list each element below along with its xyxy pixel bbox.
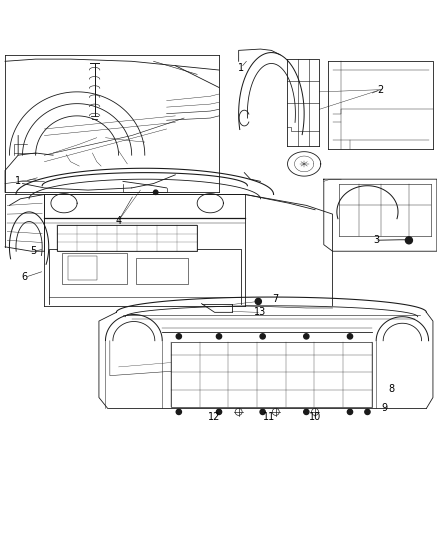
Text: 10: 10 xyxy=(309,412,321,422)
Circle shape xyxy=(365,409,370,415)
Text: 8: 8 xyxy=(389,384,395,394)
Circle shape xyxy=(255,298,261,304)
Text: 13: 13 xyxy=(254,308,267,317)
Bar xyxy=(57,225,197,251)
Circle shape xyxy=(347,334,353,339)
Circle shape xyxy=(260,334,265,339)
Text: 3: 3 xyxy=(373,235,379,245)
Text: 4: 4 xyxy=(116,216,122,225)
Text: 2: 2 xyxy=(378,85,384,95)
Circle shape xyxy=(216,334,222,339)
Text: 5: 5 xyxy=(30,246,36,256)
Bar xyxy=(171,342,372,407)
Bar xyxy=(136,258,188,284)
Circle shape xyxy=(216,409,222,415)
Text: 1: 1 xyxy=(238,63,244,73)
Circle shape xyxy=(260,409,265,415)
Bar xyxy=(62,253,127,284)
Text: 1: 1 xyxy=(15,176,21,187)
Circle shape xyxy=(176,409,181,415)
Text: 7: 7 xyxy=(272,294,279,304)
Text: 12: 12 xyxy=(208,412,221,422)
Circle shape xyxy=(153,190,158,195)
Circle shape xyxy=(304,409,309,415)
Text: 6: 6 xyxy=(21,272,28,282)
Circle shape xyxy=(347,409,353,415)
Circle shape xyxy=(176,334,181,339)
Circle shape xyxy=(304,334,309,339)
Circle shape xyxy=(406,237,413,244)
Text: 9: 9 xyxy=(382,403,388,414)
Text: 11: 11 xyxy=(263,412,276,422)
Bar xyxy=(68,256,97,280)
